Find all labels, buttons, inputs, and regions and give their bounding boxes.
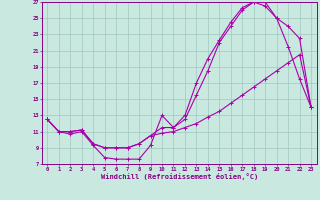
X-axis label: Windchill (Refroidissement éolien,°C): Windchill (Refroidissement éolien,°C) xyxy=(100,173,258,180)
